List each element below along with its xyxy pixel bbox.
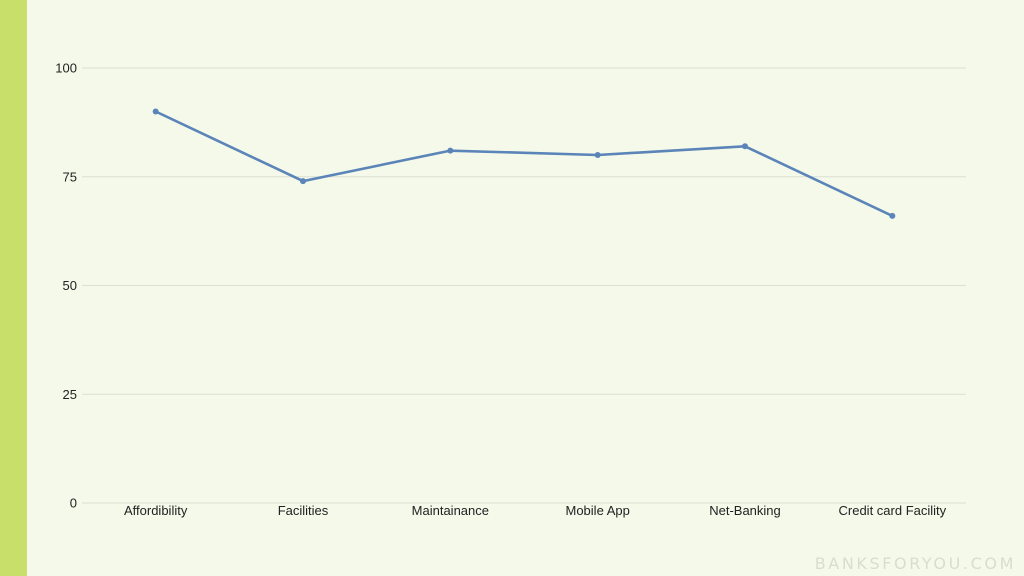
data-point (300, 178, 306, 185)
y-tick-label: 75 (63, 169, 77, 184)
series-group (152, 108, 896, 219)
data-point (152, 108, 159, 115)
data-point (594, 152, 601, 158)
data-point (447, 147, 454, 154)
x-tick-label: Maintainance (412, 503, 489, 518)
gridlines (82, 67, 966, 504)
y-tick-label: 25 (63, 387, 77, 402)
series-line (155, 110, 893, 218)
y-tick-label: 50 (63, 278, 77, 293)
x-tick-label: Net-Banking (709, 503, 781, 518)
data-point (889, 212, 896, 219)
x-tick-label: Affordibility (124, 503, 188, 518)
data-point (742, 143, 748, 150)
y-axis-ticks: 0 25 50 75 100 (55, 61, 77, 511)
x-axis-ticks: Affordibility Facilities Maintainance Mobil… (124, 503, 947, 518)
accent-bar (0, 0, 27, 576)
y-tick-label: 0 (70, 496, 77, 511)
x-tick-label: Facilities (278, 503, 329, 518)
x-tick-label: Credit card Facility (839, 503, 947, 518)
y-tick-label: 100 (55, 61, 77, 76)
x-tick-label: Mobile App (566, 503, 630, 518)
watermark: BANKSFORYOU.COM (814, 554, 1016, 573)
